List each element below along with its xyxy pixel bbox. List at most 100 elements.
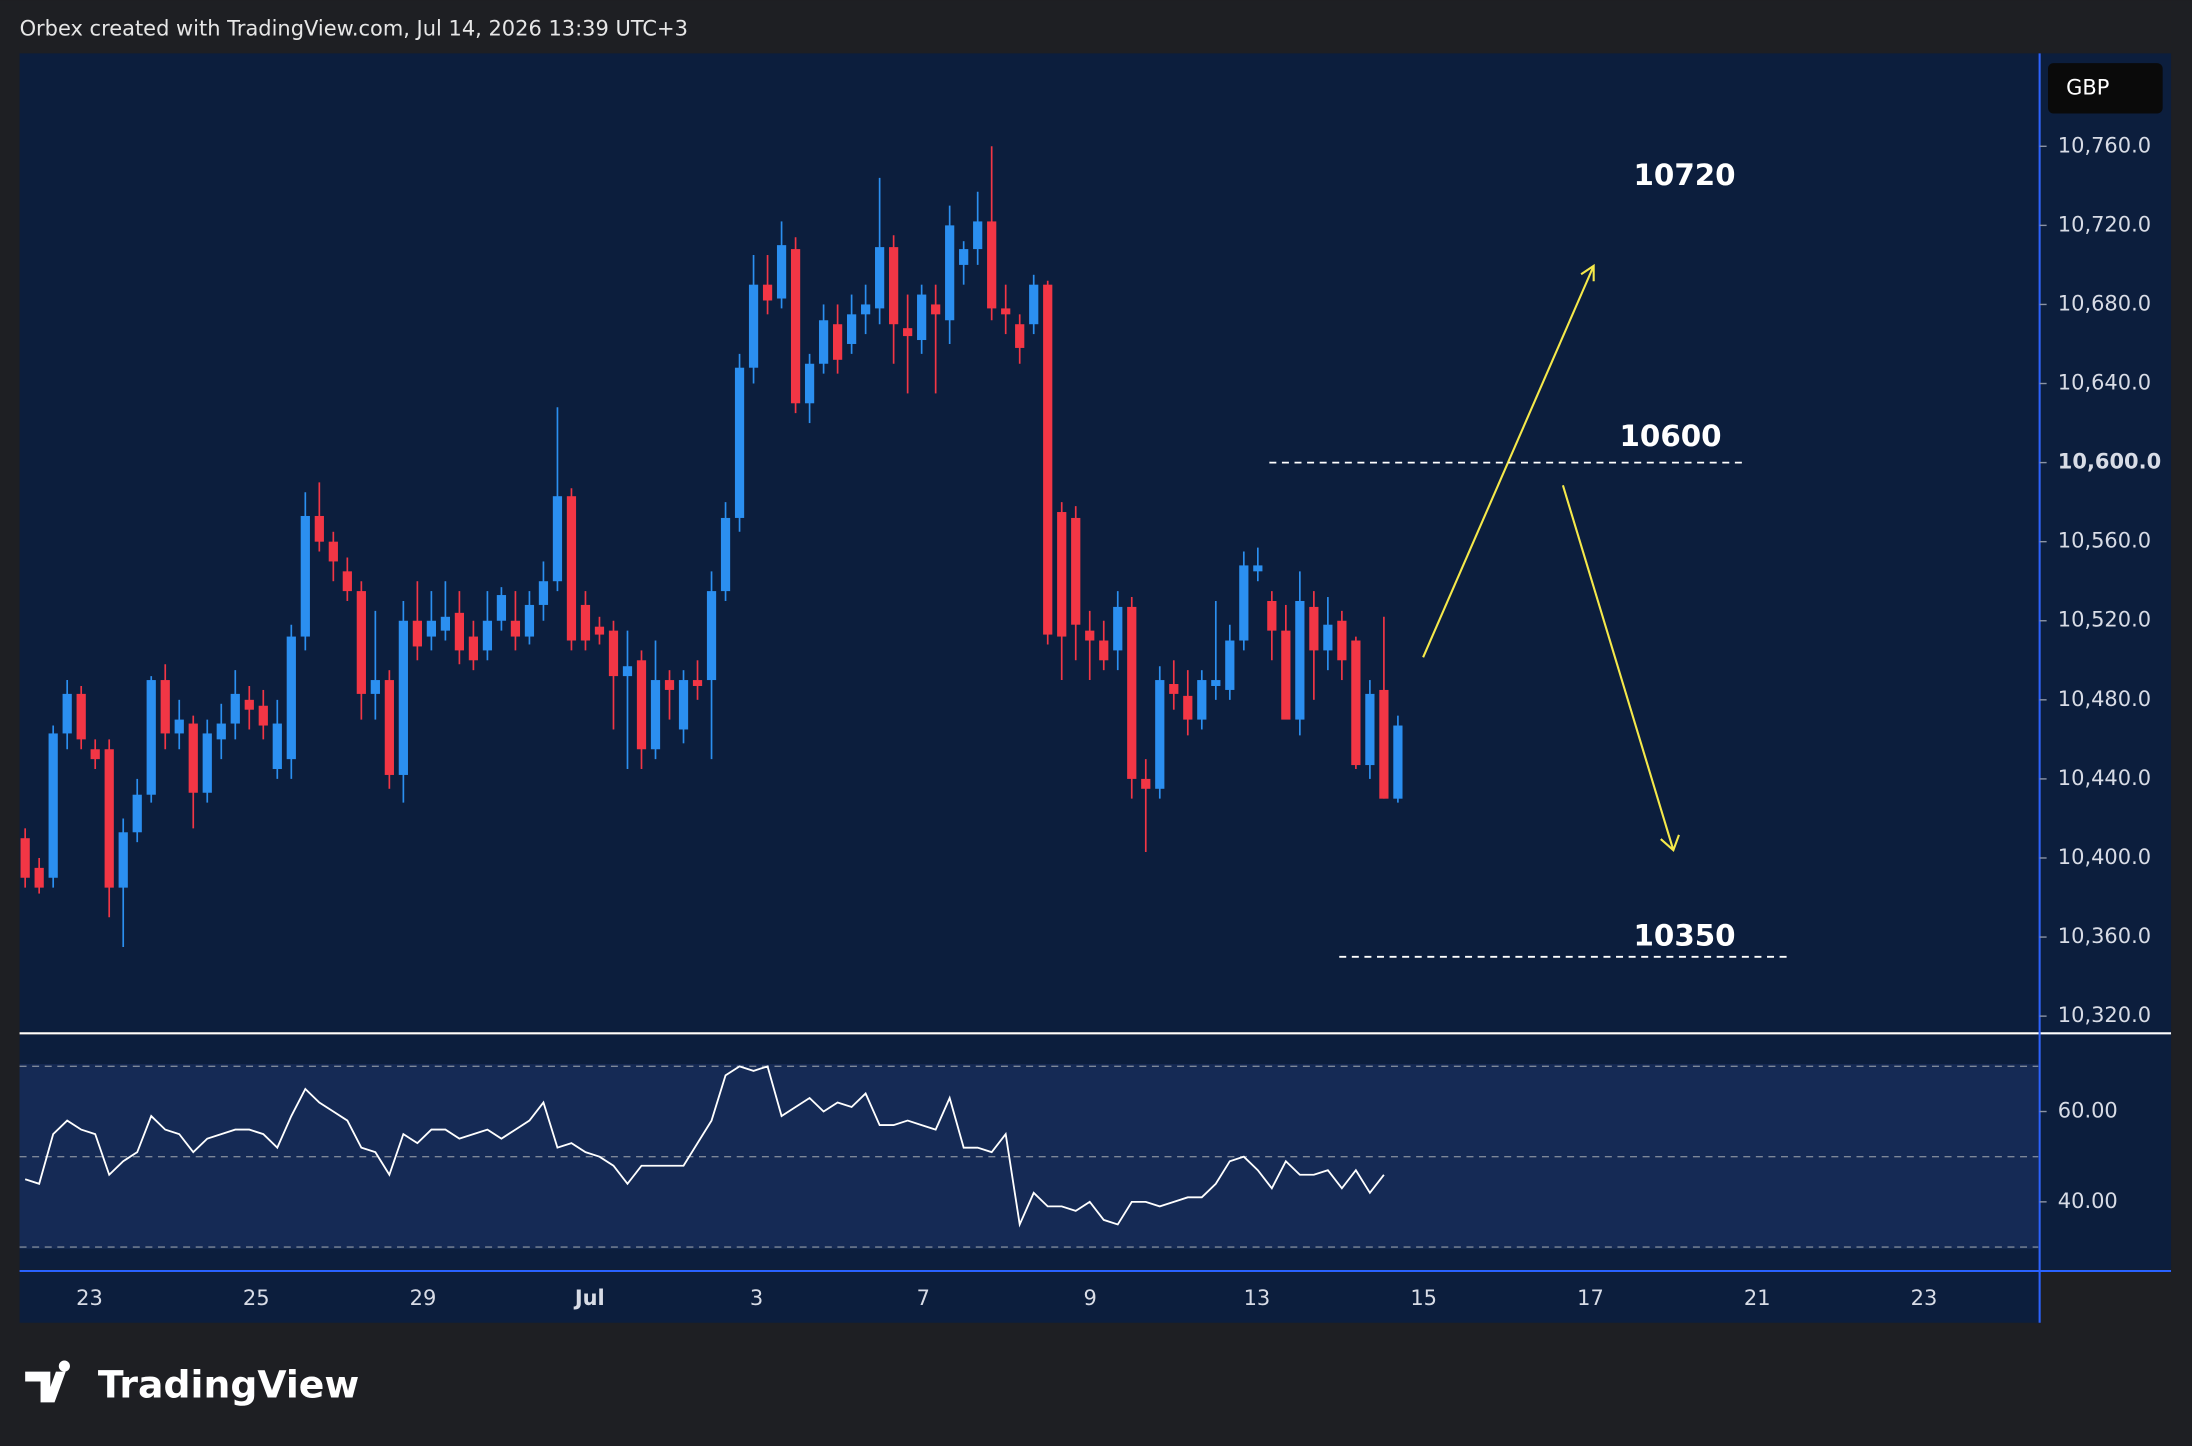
candle-body (1295, 600, 1305, 720)
candle-body (650, 680, 661, 750)
candle-body (1169, 684, 1179, 694)
candle-body (973, 221, 983, 250)
candle-body (188, 723, 198, 793)
candle-body (776, 245, 787, 299)
candle-body (258, 705, 268, 726)
currency: GBP (2066, 75, 2109, 99)
currency-badge[interactable] (2048, 63, 2163, 114)
candle-body (903, 328, 913, 337)
candle-body (286, 636, 296, 760)
candle-body (748, 284, 759, 368)
candle-body (917, 294, 927, 341)
candle-body (118, 832, 128, 888)
candle-body (1015, 324, 1025, 348)
candle-body (1029, 284, 1039, 325)
candle-body (328, 541, 338, 562)
arrow-down-head (1660, 834, 1680, 853)
x-tick-label: 25 (243, 1286, 270, 1310)
x-tick-label: 21 (1744, 1286, 1771, 1310)
logo (25, 1360, 70, 1403)
candle-body (426, 620, 436, 637)
candle-body (861, 304, 871, 315)
brand: TradingView (98, 1363, 359, 1407)
candle-body (1127, 606, 1137, 779)
candle-body (440, 616, 451, 631)
candle-body (664, 680, 675, 690)
y-tick-label: 10,360.0 (2058, 924, 2151, 948)
candle-body (804, 363, 815, 404)
candle-body (1099, 640, 1109, 661)
candle-body (931, 304, 941, 315)
candle-body (370, 680, 380, 694)
candle-body (342, 571, 352, 592)
candle-body (678, 680, 689, 730)
candle-body (1281, 630, 1291, 720)
y-tick-label: 10,440.0 (2058, 766, 2151, 790)
candle-body (468, 636, 479, 661)
candle-body (510, 620, 521, 637)
level-label: 10600 (1620, 419, 1722, 453)
logo-icon (25, 1360, 70, 1403)
candle-body (875, 247, 885, 309)
candle-body (706, 591, 717, 681)
y-tick-label: 10,640.0 (2058, 371, 2151, 395)
x-tick-label: 9 (1083, 1286, 1096, 1310)
candle-body (482, 620, 493, 651)
candle-body (1267, 600, 1277, 631)
candle-body (1309, 606, 1319, 651)
y-tick-label: 10,760.0 (2058, 133, 2151, 157)
candle-body (636, 660, 647, 750)
x-tick-label: 29 (410, 1286, 437, 1310)
candle-body (580, 604, 591, 641)
candle-body (300, 515, 310, 637)
level-label: 10720 (1633, 158, 1735, 192)
x-tick-label: 17 (1577, 1286, 1604, 1310)
candle-body (1183, 695, 1193, 720)
y-tick-label: 10,400.0 (2058, 845, 2151, 869)
x-tick-label: 3 (750, 1286, 763, 1310)
candle-body (412, 620, 422, 647)
candle-body (818, 320, 829, 364)
y-tick-label: 10,720.0 (2058, 212, 2151, 236)
candle-body (987, 221, 997, 309)
candle-body (272, 723, 282, 770)
arrow-up (1422, 265, 1595, 658)
rsi-y-tick-label: 40.00 (2058, 1189, 2118, 1213)
x-tick-label: 23 (76, 1286, 103, 1310)
candle-body (622, 666, 633, 677)
candle-body (734, 367, 745, 518)
candle-body (945, 225, 955, 321)
candle-body (34, 867, 44, 888)
candle-body (1393, 725, 1403, 799)
candle-body (538, 581, 549, 605)
candle-body (76, 693, 86, 740)
candle-body (608, 630, 619, 677)
y-tick-label: 10,560.0 (2058, 529, 2151, 553)
candle-body (356, 591, 366, 694)
price-axis (2041, 53, 2172, 1270)
candle-body (1239, 565, 1249, 641)
x-tick-label: 13 (1244, 1286, 1271, 1310)
candle-body (1057, 512, 1067, 637)
candle-body (1085, 630, 1095, 641)
candle-body (846, 314, 857, 344)
candle-body (496, 595, 507, 621)
candle-body (132, 794, 142, 833)
candle-body (1379, 689, 1389, 799)
candle-body (202, 733, 212, 793)
time-axis (19, 1272, 2039, 1323)
candle-body (1225, 640, 1235, 690)
candle-body (1113, 606, 1123, 651)
candle-body (524, 604, 535, 637)
candle-body (384, 680, 394, 775)
candle-body (566, 496, 577, 641)
candle-body (1197, 680, 1207, 720)
candle-body (244, 699, 254, 710)
candle-body (1141, 778, 1151, 789)
x-tick-label: 7 (917, 1286, 930, 1310)
rsi-y-tick-label: 60.00 (2058, 1099, 2118, 1123)
candle-body (146, 680, 156, 795)
candle-body (62, 693, 72, 734)
y-tick-label: 10,320.0 (2058, 1003, 2151, 1027)
